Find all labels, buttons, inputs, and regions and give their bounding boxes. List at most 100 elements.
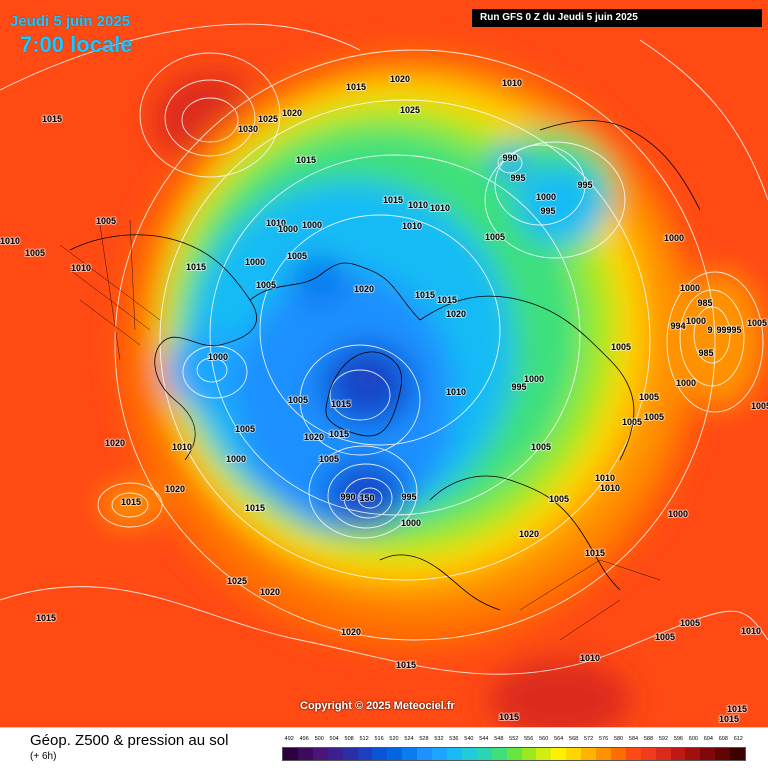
isobar-value-label: 1005 <box>747 318 767 328</box>
scale-swatch <box>402 748 418 760</box>
isobar-value-label: 1015 <box>296 155 316 165</box>
arctic-low-blue <box>290 255 350 305</box>
scale-swatch <box>685 748 701 760</box>
isobar-value-label: 1000 <box>536 192 556 202</box>
isobar-value-label: 995 <box>401 492 416 502</box>
scale-value-label: 508 <box>344 736 354 742</box>
isobar <box>494 144 586 226</box>
isobar-value-label: 1005 <box>680 618 700 628</box>
scale-value-label: 496 <box>299 736 309 742</box>
isobar-value-label: 1015 <box>415 290 435 300</box>
isobar <box>343 477 393 519</box>
scale-value-label: 536 <box>449 736 459 742</box>
scale-value-label: 548 <box>494 736 504 742</box>
isobar-value-label: 1005 <box>655 632 675 642</box>
isobar-value-label: 1020 <box>446 309 466 319</box>
isobar-lines <box>0 23 768 675</box>
legend-bar: Géop. Z500 & pression au sol (+ 6h) 492 4… <box>0 727 768 768</box>
copyright-notice: Copyright © 2025 Meteociel.fr <box>300 700 455 712</box>
scale-swatch <box>372 748 388 760</box>
isobar-value-label: 1015 <box>346 82 366 92</box>
isobar <box>693 306 731 364</box>
scale-value-label: 524 <box>404 736 414 742</box>
isobar <box>484 141 626 259</box>
isobar-value-label: 994 <box>670 321 685 331</box>
isobar <box>111 492 149 518</box>
isobar-value-label: 1005 <box>96 216 116 226</box>
isobar-value-label: 1015 <box>186 262 206 272</box>
coastline <box>419 295 635 461</box>
isobar-value-label: 1010 <box>402 221 422 231</box>
isobar-value-label: 1005 <box>235 424 255 434</box>
scale-swatch <box>581 748 597 760</box>
isobar-value-label: 1005 <box>256 280 276 290</box>
isobar-value-label: 1010 <box>0 236 20 246</box>
forecast-date: Jeudi 5 juin 2025 <box>10 13 131 30</box>
isobar <box>259 214 501 446</box>
isobar-value-label: 1000 <box>676 378 696 388</box>
coastline <box>379 554 501 611</box>
isobar-value-label: 985 <box>697 298 712 308</box>
coastline <box>249 262 421 321</box>
isobar-value-label: 1015 <box>121 497 141 507</box>
isobar-value-label: 1020 <box>341 627 361 637</box>
isobar-value-label: 1015 <box>719 714 739 724</box>
isobar-value-label: 1030 <box>238 124 258 134</box>
isobar-value-label: 1005 <box>611 342 631 352</box>
isobar-value-label: 1025 <box>258 114 278 124</box>
scale-value-label: 500 <box>314 736 324 742</box>
scale-swatch <box>640 748 656 760</box>
polar-vortex-center <box>343 358 393 402</box>
scale-value-label: 580 <box>613 736 624 742</box>
border <box>129 219 136 331</box>
scale-swatch <box>476 748 492 760</box>
isobar-value-label: 9 <box>707 325 712 335</box>
isobar-value-label: 995 <box>726 325 741 335</box>
isobar-value-label: 1010 <box>502 78 522 88</box>
scale-value-label: 564 <box>554 736 564 742</box>
isobar-value-label: 1015 <box>727 704 747 714</box>
scale-swatch <box>700 748 716 760</box>
scale-swatch <box>730 748 746 760</box>
isobar-value-label: 1000 <box>226 454 246 464</box>
isobar-value-label: 1020 <box>165 484 185 494</box>
isobar-value-label: 1015 <box>36 613 56 623</box>
isobar <box>308 445 418 539</box>
weather-map: 1015 1030 1025 1020 1015 1020 1025 1010 1015 990 9… <box>0 0 768 727</box>
isobar-value-label: 1000 <box>245 257 265 267</box>
isobar-value-label: 990 <box>340 492 355 502</box>
isobar <box>0 586 768 675</box>
scale-swatch <box>432 748 447 760</box>
isobar-value-label: 1005 <box>549 494 569 504</box>
isobar <box>97 482 163 528</box>
scale-value-label: 604 <box>703 736 713 742</box>
east-trough-orange <box>675 270 765 410</box>
isobar-value-label: 1005 <box>644 412 664 422</box>
border <box>99 224 121 361</box>
isobar-value-label: 1010 <box>266 218 286 228</box>
greenland-coast <box>325 351 402 437</box>
isobar-value-label: 1000 <box>680 283 700 293</box>
scale-swatch <box>655 748 671 760</box>
scale-swatch <box>506 748 522 760</box>
coastline <box>539 120 701 211</box>
isobar-value-label: 995 <box>510 173 525 183</box>
border <box>59 244 161 321</box>
isobar-value-label: 1005 <box>319 454 339 464</box>
scale-value-label: 556 <box>524 736 534 742</box>
isobar-value-label: 1025 <box>227 576 247 586</box>
isobar-value-label: 1005 <box>639 392 659 402</box>
isobar-value-label: 1005 <box>287 251 307 261</box>
scale-swatch <box>491 748 507 760</box>
isobar-value-label: 1020 <box>354 284 374 294</box>
isobar-value-label: 1020 <box>260 587 280 597</box>
isobar-value-label: 1010 <box>580 653 600 663</box>
isobar-value-label: 1020 <box>282 108 302 118</box>
scale-value-label: 532 <box>434 736 444 742</box>
isobar-value-label: 1000 <box>278 224 298 234</box>
isobar-value-label: 1005 <box>485 232 505 242</box>
scale-value-label: 560 <box>539 736 549 742</box>
isobar <box>164 79 256 157</box>
scale-swatch <box>417 748 433 760</box>
isobar-value-label: 1000 <box>524 374 544 384</box>
